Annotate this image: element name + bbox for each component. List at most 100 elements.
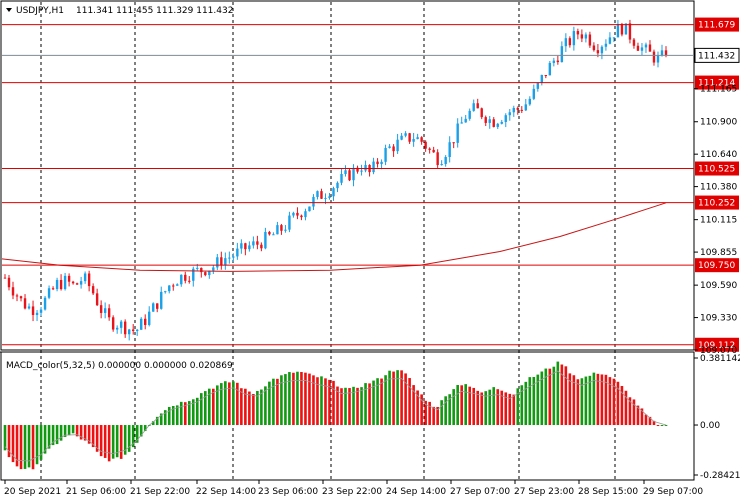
candle-body <box>208 270 211 276</box>
macd-bar <box>416 390 419 426</box>
macd-bar <box>224 381 227 426</box>
price-panel-frame <box>0 0 695 351</box>
dropdown-arrow-icon[interactable] <box>6 8 12 12</box>
candle-body <box>484 117 487 123</box>
candle-body <box>456 123 459 143</box>
level-tag-label: 111.214 <box>698 79 735 89</box>
macd-bar <box>492 387 496 426</box>
candle-body <box>372 161 375 173</box>
candle-body <box>608 37 612 44</box>
time-axis-label: 28 Sep 15:00 <box>578 487 638 497</box>
macd-bar <box>107 425 111 462</box>
candle-body <box>176 284 179 286</box>
time-axis-label: 20 Sep 2021 <box>4 487 61 497</box>
level-tag-label: 110.252 <box>698 199 735 209</box>
candle-body <box>528 98 531 105</box>
macd-bar <box>276 378 279 426</box>
candles-layer[interactable] <box>3 19 668 341</box>
level-tag <box>695 195 739 210</box>
macd-bar <box>644 414 648 426</box>
candle-body <box>316 191 319 197</box>
candle-body <box>140 318 143 330</box>
candle-body <box>376 161 379 165</box>
candle-body <box>356 167 359 172</box>
macd-bar <box>11 425 15 463</box>
macd-bar <box>376 378 379 426</box>
candle-body <box>244 243 247 250</box>
macd-bar <box>580 378 584 426</box>
macd-bar <box>179 401 183 426</box>
macd-bar <box>308 373 311 426</box>
candle-body <box>340 174 343 183</box>
candle-body <box>15 295 19 297</box>
candle-body <box>476 103 479 109</box>
macd-bar <box>139 425 143 437</box>
macd-bar <box>151 421 155 426</box>
candle-body <box>444 157 447 165</box>
candle-body <box>492 119 495 127</box>
macd-bar <box>171 406 175 426</box>
candle-body <box>524 104 527 111</box>
candle-body <box>556 60 560 63</box>
time-axis-label: 27 Sep 23:00 <box>514 487 574 497</box>
macd-bar <box>75 425 79 437</box>
candle-body <box>184 274 187 281</box>
macd-bar <box>300 372 303 426</box>
candle-body <box>560 46 564 63</box>
macd-bar <box>532 376 536 426</box>
macd-bar <box>664 425 668 427</box>
candle-body <box>360 170 363 172</box>
candle-body <box>304 211 307 218</box>
candle-body <box>628 23 632 40</box>
macd-bar <box>360 387 363 426</box>
candle-body <box>380 161 383 165</box>
macd-bar <box>163 410 167 426</box>
time-axis-label: 27 Sep 07:00 <box>450 487 510 497</box>
candle-body <box>75 283 79 285</box>
macd-bar <box>208 388 211 426</box>
macd-bar <box>528 377 532 426</box>
macd-bar <box>564 366 568 426</box>
price-axis-label: 109.070 <box>700 346 737 356</box>
macd-bar <box>368 383 371 426</box>
candle-body <box>616 24 620 38</box>
candle-body <box>428 148 431 150</box>
candle-body <box>588 34 592 46</box>
macd-bar <box>131 425 135 448</box>
horizontal-levels-layer[interactable]: 111.679 111.214 110.525 110.252 109.750 109.1… <box>2 17 740 352</box>
candle-body <box>224 258 227 266</box>
candle-body <box>404 133 407 136</box>
candle-body <box>63 275 67 290</box>
macd-bar <box>91 425 95 448</box>
macd-bar <box>620 385 624 426</box>
macd-bar <box>95 425 99 452</box>
macd-bar <box>35 425 39 465</box>
macd-bar <box>119 425 123 459</box>
moving-average-layer <box>1 202 667 272</box>
candle-body <box>488 119 491 123</box>
macd-bar <box>488 389 492 426</box>
price-axis-label: 110.640 <box>700 150 737 160</box>
candle-body <box>432 149 435 153</box>
macd-bar <box>31 425 35 470</box>
candle-body <box>336 182 339 189</box>
time-axis-label: 21 Sep 22:00 <box>130 487 190 497</box>
macd-bar <box>332 380 335 426</box>
macd-bar <box>27 425 31 468</box>
candle-body <box>308 206 311 212</box>
candle-body <box>300 215 303 218</box>
macd-bar <box>284 374 287 426</box>
candle-body <box>220 257 223 266</box>
candle-body <box>500 121 503 124</box>
price-axis-label: 110.115 <box>700 216 737 226</box>
candle-body <box>580 34 584 39</box>
macd-bar <box>456 385 459 426</box>
level-tag-label: 110.525 <box>698 165 735 175</box>
candle-body <box>79 281 83 285</box>
candle-body <box>408 133 411 142</box>
macd-bar <box>540 371 544 426</box>
candle-body <box>192 268 195 281</box>
candle-body <box>276 225 279 235</box>
candle-body <box>136 329 139 331</box>
